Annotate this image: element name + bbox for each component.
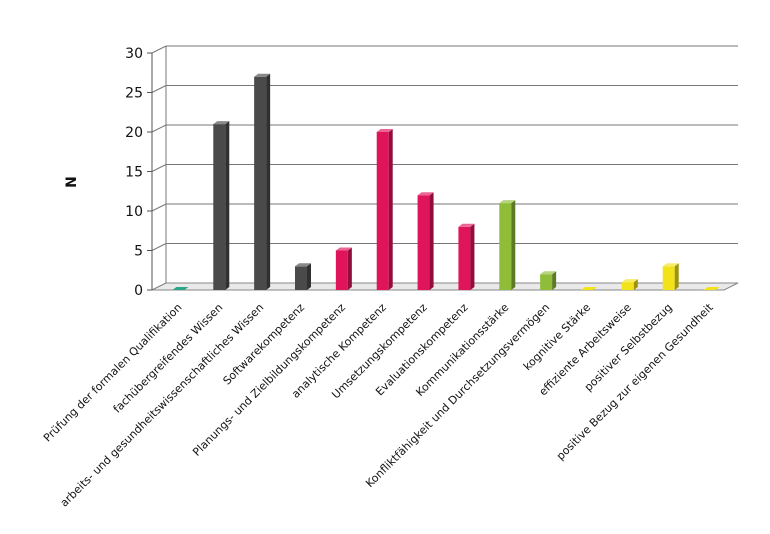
bar	[295, 263, 311, 290]
bar-side	[429, 192, 434, 290]
bar-front	[254, 76, 267, 290]
y-axis: 0 5 10 15 20 25 30	[125, 46, 153, 299]
bar	[703, 287, 720, 290]
bar-top	[499, 200, 516, 204]
bar-front	[499, 203, 512, 290]
bar	[172, 287, 189, 290]
gridline-diagonal	[151, 85, 167, 93]
bar	[662, 263, 679, 290]
bar-front	[662, 266, 675, 290]
bar-top	[540, 271, 557, 275]
bar-front	[458, 226, 471, 290]
bar-side	[266, 73, 271, 290]
y-tick-label: 0	[134, 283, 143, 299]
bar-front	[295, 266, 307, 290]
x-category-label: Prüfung der formalen Qualifikation	[41, 301, 185, 445]
bar-side	[674, 263, 679, 290]
bar-top	[458, 223, 475, 227]
bar-top	[172, 287, 189, 290]
bar-side	[347, 247, 352, 290]
y-axis-title: N	[64, 176, 80, 188]
bar-front	[621, 282, 634, 290]
bar	[254, 73, 271, 290]
bar-top	[335, 247, 352, 251]
bar-front	[540, 274, 553, 290]
floor-plane	[151, 282, 739, 291]
y-tick-label: 10	[125, 204, 143, 220]
bar-top	[581, 287, 597, 290]
bar-side	[552, 271, 557, 290]
x-axis-labels: Prüfung der formalen Qualifikationfachüb…	[41, 300, 716, 509]
bar-top	[295, 263, 311, 267]
gridlines	[151, 45, 738, 291]
bar-front	[417, 195, 430, 290]
y-tick-label: 5	[134, 244, 143, 260]
bar-top	[703, 287, 720, 290]
bar	[376, 129, 393, 290]
gridline-diagonal	[151, 203, 167, 212]
bar-top	[662, 263, 679, 267]
bar-top	[376, 129, 393, 132]
gridline-diagonal	[151, 45, 167, 54]
bar-side	[633, 279, 638, 290]
bar-top	[417, 192, 434, 196]
gridline-diagonal	[151, 164, 167, 172]
bar-front	[376, 132, 389, 290]
y-tick-label: 15	[125, 165, 143, 181]
bar-front	[213, 124, 226, 290]
bar	[417, 192, 434, 290]
bar-side	[388, 129, 393, 290]
bar	[458, 223, 475, 290]
bar-top	[621, 279, 638, 283]
y-tick-label: 25	[125, 86, 143, 102]
bar	[540, 271, 557, 290]
bar-side	[307, 263, 311, 290]
bar	[621, 279, 638, 290]
y-tick-label: 30	[125, 46, 143, 62]
chart-floor	[151, 282, 739, 291]
bar-front	[335, 250, 348, 290]
bar-side	[511, 200, 516, 290]
bars	[172, 73, 720, 290]
gridline-diagonal	[151, 243, 167, 251]
bar-side	[225, 121, 230, 290]
bar	[213, 121, 230, 290]
bar-top	[254, 73, 271, 77]
bar-top	[213, 121, 230, 125]
gridline-diagonal	[151, 124, 167, 133]
bar	[499, 200, 516, 290]
bar	[335, 247, 352, 290]
bar	[581, 287, 597, 290]
bar-side	[470, 223, 475, 290]
x-category-label: Planungs- und Zielbildungskompetenz	[190, 301, 348, 459]
y-tick-label: 20	[125, 125, 143, 141]
